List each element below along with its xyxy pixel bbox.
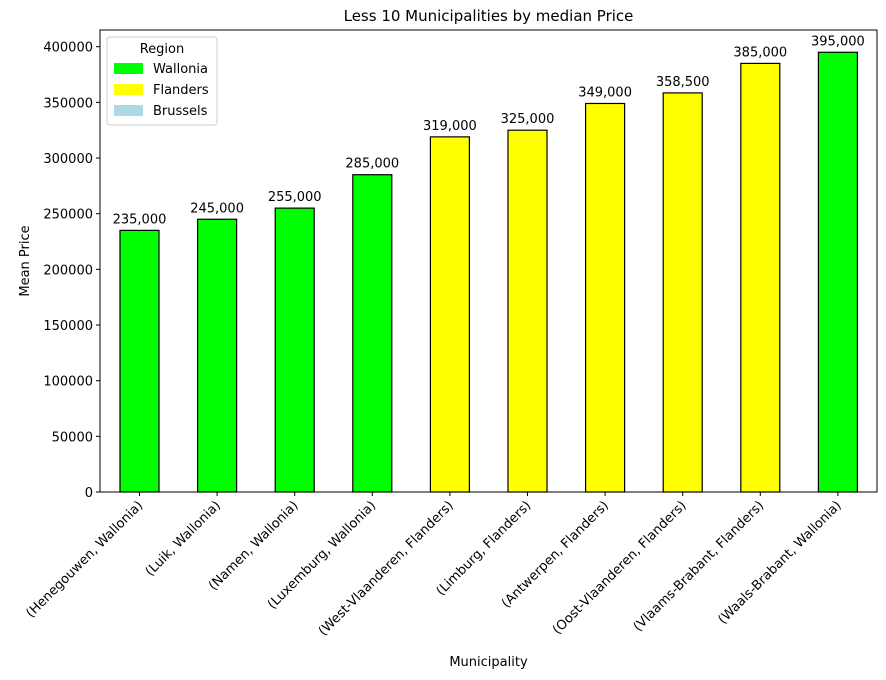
y-tick-label: 150000 (43, 319, 93, 334)
legend-label: Wallonia (153, 62, 208, 77)
bar (197, 218, 238, 493)
value-labels-group: 235,000 245,000 255,000 285,000 319,000 325,0… (113, 34, 865, 227)
legend-title: Region (140, 42, 185, 57)
data-label: 319,000 (423, 119, 477, 134)
data-label: 245,000 (190, 201, 244, 216)
x-tick-label: (Vlaams-Brabant, Flanders) (631, 498, 767, 634)
legend-box (106, 36, 218, 126)
x-tick-label: (Henegouwen, Wallonia) (23, 498, 146, 621)
y-axis-title: Mean Price (18, 225, 33, 296)
x-tick-label: (Luik, Wallonia) (143, 498, 224, 579)
y-tick-label: 200000 (43, 263, 93, 278)
data-label: 255,000 (268, 190, 322, 205)
y-axis: 0 50000 100000 150000 200000 250000 300000 3500… (43, 41, 100, 501)
x-axis-title: Municipality (449, 655, 528, 670)
x-axis: (Henegouwen, Wallonia)(Luik, Wallonia)(N… (23, 492, 845, 639)
bar (662, 92, 703, 493)
bar (740, 62, 781, 493)
bar (507, 129, 548, 493)
y-tick-label: 400000 (43, 41, 93, 56)
data-label: 358,500 (656, 75, 710, 90)
plot-frame (99, 29, 878, 493)
legend-swatch (114, 105, 143, 116)
data-label: 235,000 (113, 212, 167, 227)
bar (429, 136, 470, 493)
legend-label: Brussels (153, 104, 208, 119)
x-tick-label: (Waals-Brabant, Wallonia) (716, 498, 845, 627)
bars-group (119, 51, 859, 493)
bar (119, 229, 160, 493)
x-tick-label: (Oost-Vlaanderen, Flanders) (550, 498, 689, 637)
legend-label: Flanders (153, 83, 209, 98)
bar (584, 102, 626, 493)
data-label: 285,000 (345, 157, 399, 172)
data-label: 349,000 (578, 85, 632, 100)
bar (352, 174, 393, 493)
data-label: 395,000 (811, 34, 865, 49)
chart-title: Less 10 Municipalities by median Price (344, 7, 634, 25)
legend: Region Wallonia Flanders Brussels (106, 36, 218, 126)
bar (817, 51, 859, 493)
data-label: 325,000 (501, 112, 555, 127)
data-label: 385,000 (733, 45, 787, 60)
y-tick-label: 350000 (43, 96, 93, 111)
y-tick-label: 50000 (52, 430, 93, 445)
y-tick-label: 300000 (43, 152, 93, 167)
y-tick-label: 100000 (43, 375, 93, 390)
legend-swatch (114, 63, 143, 74)
bar (274, 207, 315, 493)
y-tick-label: 250000 (43, 208, 93, 223)
x-tick-label: (West-Vlaanderen, Flanders) (316, 498, 457, 639)
legend-swatch (114, 84, 143, 95)
y-tick-label: 0 (85, 486, 93, 501)
